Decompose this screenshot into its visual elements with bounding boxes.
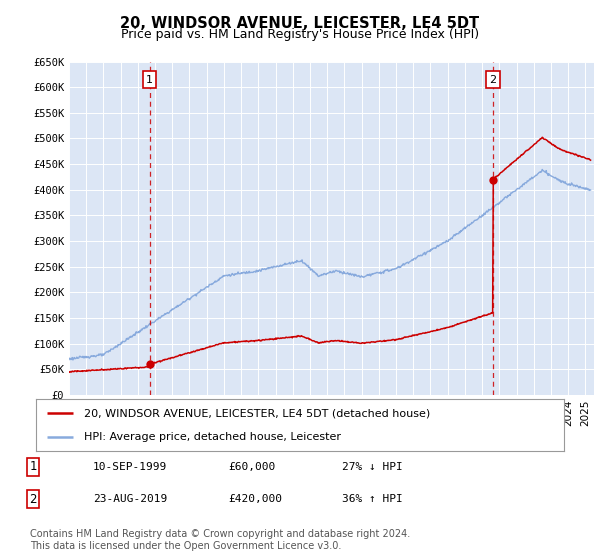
Text: 20, WINDSOR AVENUE, LEICESTER, LE4 5DT (detached house): 20, WINDSOR AVENUE, LEICESTER, LE4 5DT (… xyxy=(83,408,430,418)
Text: Price paid vs. HM Land Registry's House Price Index (HPI): Price paid vs. HM Land Registry's House … xyxy=(121,28,479,41)
Text: 27% ↓ HPI: 27% ↓ HPI xyxy=(342,461,403,472)
Text: 36% ↑ HPI: 36% ↑ HPI xyxy=(342,494,403,504)
Text: 1: 1 xyxy=(146,74,153,85)
Text: 10-SEP-1999: 10-SEP-1999 xyxy=(93,461,167,472)
Text: 2: 2 xyxy=(29,493,37,506)
Text: Contains HM Land Registry data © Crown copyright and database right 2024.
This d: Contains HM Land Registry data © Crown c… xyxy=(30,529,410,551)
Text: 1: 1 xyxy=(29,460,37,473)
Text: HPI: Average price, detached house, Leicester: HPI: Average price, detached house, Leic… xyxy=(83,432,341,442)
Text: £420,000: £420,000 xyxy=(228,494,282,504)
Text: 20, WINDSOR AVENUE, LEICESTER, LE4 5DT: 20, WINDSOR AVENUE, LEICESTER, LE4 5DT xyxy=(121,16,479,31)
Text: £60,000: £60,000 xyxy=(228,461,275,472)
Text: 23-AUG-2019: 23-AUG-2019 xyxy=(93,494,167,504)
Text: 2: 2 xyxy=(490,74,497,85)
